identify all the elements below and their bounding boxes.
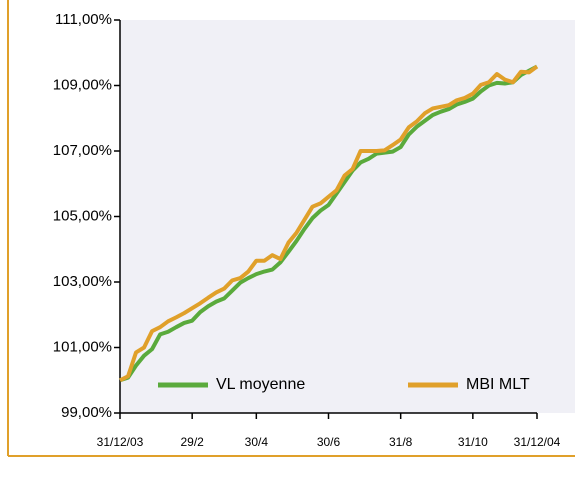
x-tick-label: 31/10 — [458, 435, 488, 449]
x-tick-label: 31/12/03 — [97, 435, 144, 449]
series-line — [119, 64, 538, 383]
x-tick-label: 29/2 — [180, 435, 204, 449]
y-tick-label: 105,00% — [53, 207, 112, 224]
series-line — [119, 64, 539, 383]
y-tick-label: 103,00% — [53, 273, 112, 290]
legend-label: MBI MLT — [466, 376, 530, 393]
x-tick-label: 31/8 — [389, 435, 413, 449]
plot-area — [120, 20, 575, 413]
x-tick-label: 30/4 — [245, 435, 269, 449]
x-tick-label: 31/12/04 — [514, 435, 561, 449]
y-tick-label: 111,00% — [55, 11, 112, 28]
y-tick-label: 101,00% — [53, 338, 112, 355]
y-tick-label: 99,00% — [61, 404, 112, 421]
y-tick-label: 109,00% — [53, 76, 112, 93]
x-tick-label: 30/6 — [317, 435, 341, 449]
y-tick-label: 107,00% — [53, 142, 112, 159]
legend-label: VL moyenne — [216, 376, 305, 393]
